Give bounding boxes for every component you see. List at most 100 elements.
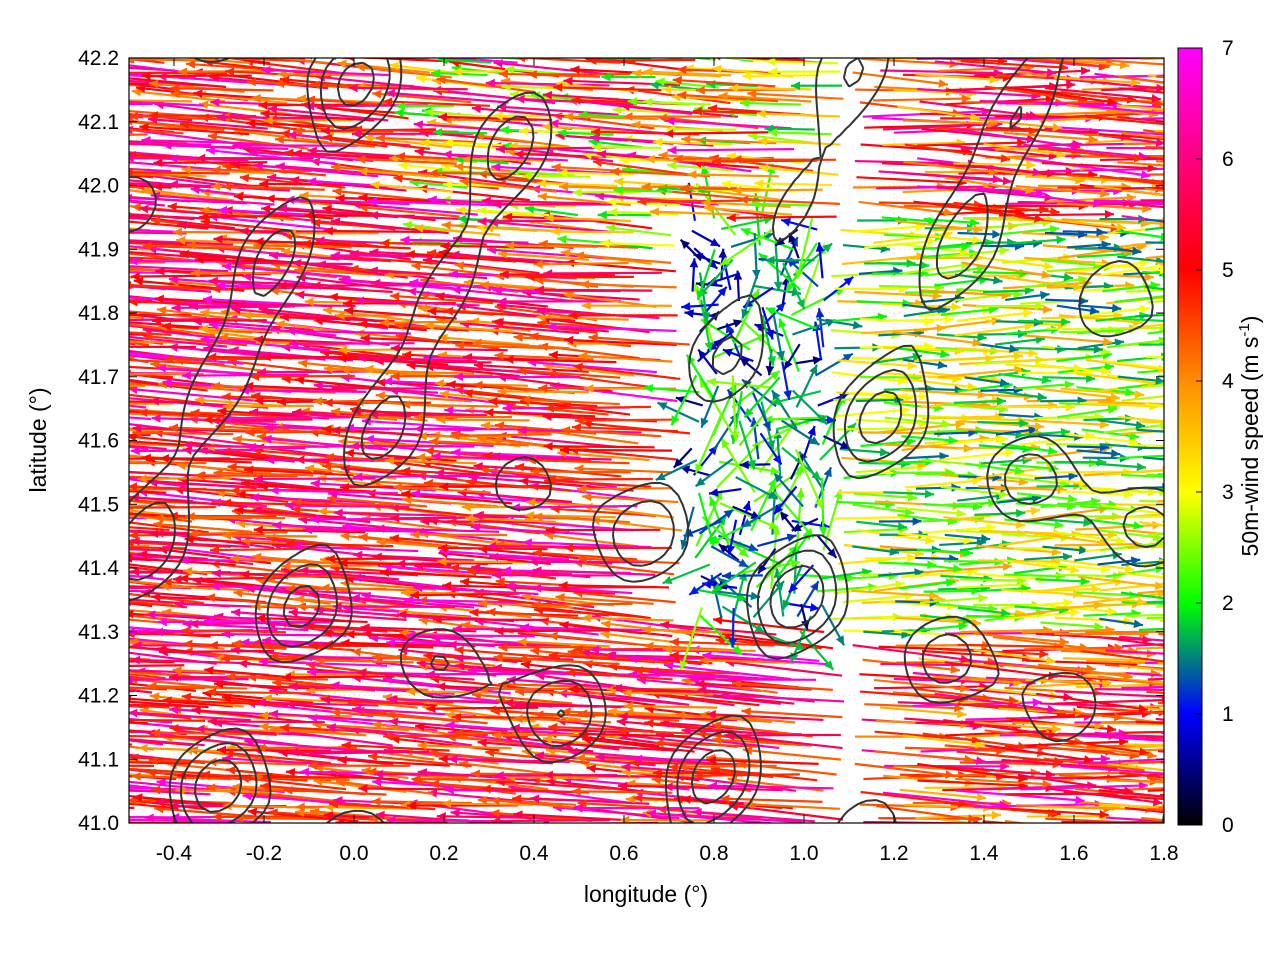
wind-vector [1121, 685, 1164, 690]
wind-vector [22, 731, 123, 740]
wind-vector [513, 714, 611, 724]
y-tick-label: 42.0 [78, 175, 119, 198]
wind-vector [903, 822, 909, 823]
wind-vector [1156, 75, 1164, 78]
wind-vector [659, 620, 777, 636]
wind-vector [281, 672, 395, 682]
wind-vector [252, 552, 349, 566]
wind-vector [1122, 643, 1164, 648]
wind-vector [1140, 816, 1164, 822]
wind-vector [833, 580, 905, 595]
wind-vector [477, 738, 594, 753]
colorbar-tick-label: 7 [1222, 37, 1234, 60]
wind-vector [130, 655, 251, 665]
wind-vector [129, 704, 170, 709]
wind-vector [393, 483, 491, 494]
wind-vector [1042, 545, 1089, 555]
wind-vector [923, 562, 1012, 574]
wind-vector [129, 788, 211, 796]
wind-vector [492, 570, 615, 580]
wind-vector [1155, 717, 1164, 721]
wind-vector [1126, 515, 1164, 519]
wind-vector [213, 468, 314, 478]
wind-vector [646, 809, 773, 823]
wind-vector [530, 467, 631, 476]
wind-vector [30, 211, 125, 220]
wind-vector [1037, 663, 1133, 681]
wind-vector [284, 501, 410, 510]
wind-vector [577, 484, 673, 494]
wind-vector [410, 489, 541, 503]
wind-vector [517, 637, 610, 648]
wind-vector [1147, 677, 1164, 681]
wind-vector [268, 808, 374, 821]
wind-vector [1139, 521, 1164, 527]
wind-vector [129, 660, 134, 663]
y-axis-label: latitude (°) [25, 387, 51, 492]
wind-vector [129, 675, 249, 684]
wind-vector [692, 808, 815, 823]
wind-vector [721, 605, 765, 634]
wind-vector [129, 332, 134, 336]
wind-vector [964, 462, 1025, 475]
wind-vector [528, 557, 651, 567]
wind-vector [943, 516, 1026, 529]
wind-vector [1025, 678, 1112, 688]
wind-vector [1101, 721, 1164, 726]
wind-vector [216, 745, 331, 755]
wind-vector [420, 517, 537, 526]
wind-vector [699, 614, 743, 656]
wind-vector [940, 818, 978, 823]
wind-vector [718, 460, 781, 476]
wind-vector [973, 632, 1069, 646]
wind-vector [129, 614, 186, 623]
wind-vector [1024, 706, 1124, 722]
y-tick-label: 41.9 [78, 238, 119, 261]
wind-vector [648, 667, 774, 681]
wind-vector [14, 159, 127, 173]
wind-vector [731, 679, 833, 691]
wind-vector [852, 545, 900, 556]
wind-vector [679, 607, 703, 671]
wind-vector [721, 571, 763, 581]
wind-vector [688, 572, 723, 596]
wind-vector [711, 561, 757, 593]
wind-vector [1164, 360, 1244, 369]
wind-vector [129, 534, 135, 538]
wind-vector [940, 448, 1015, 461]
wind-vector [1099, 617, 1144, 629]
wind-vector [492, 436, 589, 451]
wind-vector [256, 743, 357, 753]
wind-vector [341, 741, 450, 752]
wind-vector [129, 801, 147, 805]
wind-vector [645, 58, 733, 59]
y-tick-label: 41.1 [78, 748, 119, 771]
wind-vector [1060, 764, 1164, 775]
wind-vector [620, 815, 714, 823]
wind-vector [663, 782, 783, 792]
wind-vector [137, 550, 254, 566]
wind-vector [147, 681, 248, 691]
wind-vector [417, 741, 512, 750]
wind-vector [390, 513, 509, 523]
wind-vector [735, 476, 779, 500]
wind-vector [559, 445, 673, 455]
wind-vector [175, 785, 269, 795]
wind-vector [353, 472, 480, 482]
wind-vector [20, 543, 127, 552]
wind-vector [465, 477, 572, 493]
wind-vector [1119, 664, 1164, 672]
wind-vector [999, 806, 1109, 819]
wind-vector [153, 520, 252, 534]
wind-vector [323, 640, 434, 649]
wind-vector [288, 45, 388, 56]
wind-vector [1086, 518, 1143, 530]
wind-vector [816, 534, 838, 559]
wind-vector [796, 580, 820, 618]
wind-vector [1104, 468, 1164, 476]
wind-vector [1134, 572, 1164, 579]
x-tick-label: 1.2 [879, 842, 908, 865]
wind-vector [1036, 692, 1148, 713]
y-tick-label: 41.8 [78, 302, 119, 325]
wind-vector [324, 802, 415, 812]
